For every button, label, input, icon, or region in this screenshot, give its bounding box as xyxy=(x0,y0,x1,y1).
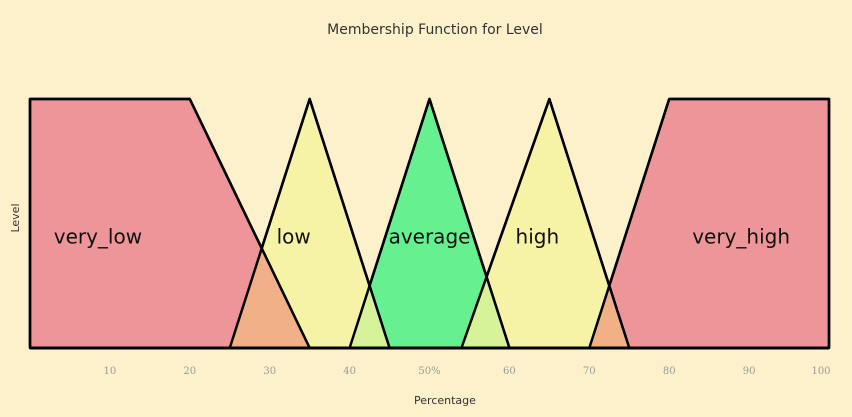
x-tick-20: 20 xyxy=(183,366,196,377)
overlap-regions xyxy=(229,248,630,348)
outline-very-low xyxy=(28,97,311,349)
chart-title: Membership Function for Level xyxy=(327,22,543,38)
x-ticks: 10 20 30 40 50% 60 70 80 90 100 xyxy=(104,366,831,377)
outline-high xyxy=(460,97,631,349)
x-tick-100: 100 xyxy=(811,366,830,377)
label-very-low: very_low xyxy=(54,224,142,248)
x-tick-10: 10 xyxy=(104,366,117,377)
x-tick-40: 40 xyxy=(343,366,356,377)
x-tick-90: 90 xyxy=(743,366,756,377)
x-axis-label: Percentage xyxy=(414,394,476,407)
membership-shapes xyxy=(28,97,831,350)
outline-low xyxy=(228,97,391,349)
overlap-very-low-low xyxy=(229,248,310,348)
label-average: average xyxy=(389,224,471,248)
x-tick-30: 30 xyxy=(263,366,276,377)
y-axis-label: Level xyxy=(9,203,22,232)
overlap-low-average xyxy=(349,285,390,348)
membership-outlines xyxy=(28,97,831,349)
set-labels: very_low low average high very_high xyxy=(54,224,790,248)
x-tick-60: 60 xyxy=(503,366,516,377)
x-tick-50-: 50% xyxy=(418,366,440,377)
outline-very-high xyxy=(588,97,831,349)
label-very-high: very_high xyxy=(692,224,790,248)
label-low: low xyxy=(277,224,311,248)
label-high: high xyxy=(516,224,560,248)
x-tick-70: 70 xyxy=(583,366,596,377)
overlap-high-very-high xyxy=(589,285,630,348)
overlap-average-high xyxy=(461,277,510,348)
outline-average xyxy=(348,97,511,349)
x-tick-80: 80 xyxy=(663,366,676,377)
